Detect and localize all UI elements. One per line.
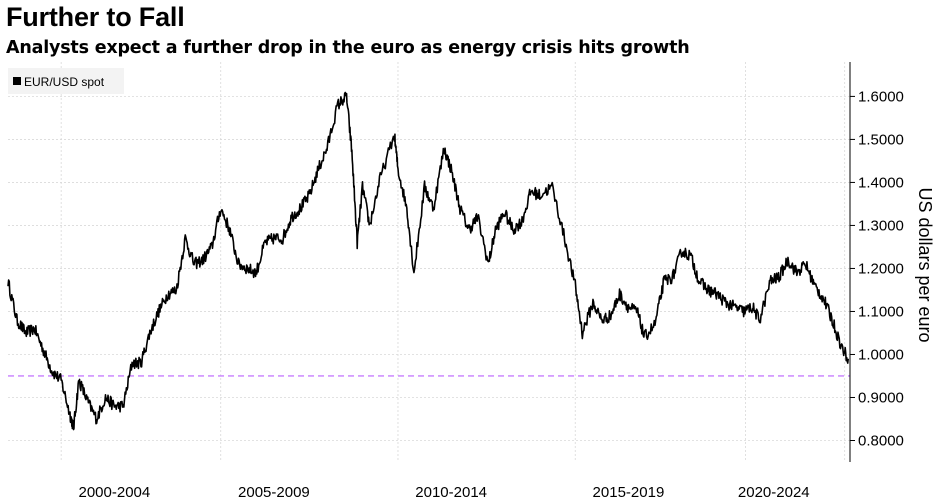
y-tick-group: 0.8000 0.9000 1.0000 1.1000 1.2000 1.3000 1.40…: [850, 88, 904, 449]
x-tick-label: 2005-2009: [238, 484, 310, 501]
y-tick-label: 1.0000: [858, 346, 904, 363]
x-tick-label: 2015-2019: [593, 484, 665, 501]
x-tick-label: 2020-2024: [738, 484, 810, 501]
y-axis-label: US dollars per euro: [915, 187, 935, 342]
legend-swatch: [13, 77, 21, 85]
y-tick-label: 1.5000: [858, 131, 904, 148]
legend: EUR/USD spot: [8, 68, 124, 94]
y-tick-label: 1.4000: [858, 174, 904, 191]
y-tick-label: 1.1000: [858, 303, 904, 320]
grid: [8, 62, 850, 462]
y-tick-label: 1.6000: [858, 88, 904, 105]
y-tick-label: 0.8000: [858, 432, 904, 449]
x-tick-group: 2000-2004 2005-2009 2010-2014 2015-2019 2020…: [78, 484, 809, 501]
y-tick-label: 0.9000: [858, 389, 904, 406]
chart-subtitle: Analysts expect a further drop in the eu…: [6, 38, 690, 58]
legend-label: EUR/USD spot: [24, 75, 105, 89]
series-group: [7, 91, 850, 431]
legend-background: [8, 68, 124, 94]
chart-title: Further to Fall: [6, 2, 185, 32]
x-tick-label: 2000-2004: [78, 484, 150, 501]
y-tick-label: 1.2000: [858, 260, 904, 277]
series-line: [7, 91, 850, 431]
y-tick-label: 1.3000: [858, 217, 904, 234]
x-tick-label: 2010-2014: [415, 484, 487, 501]
